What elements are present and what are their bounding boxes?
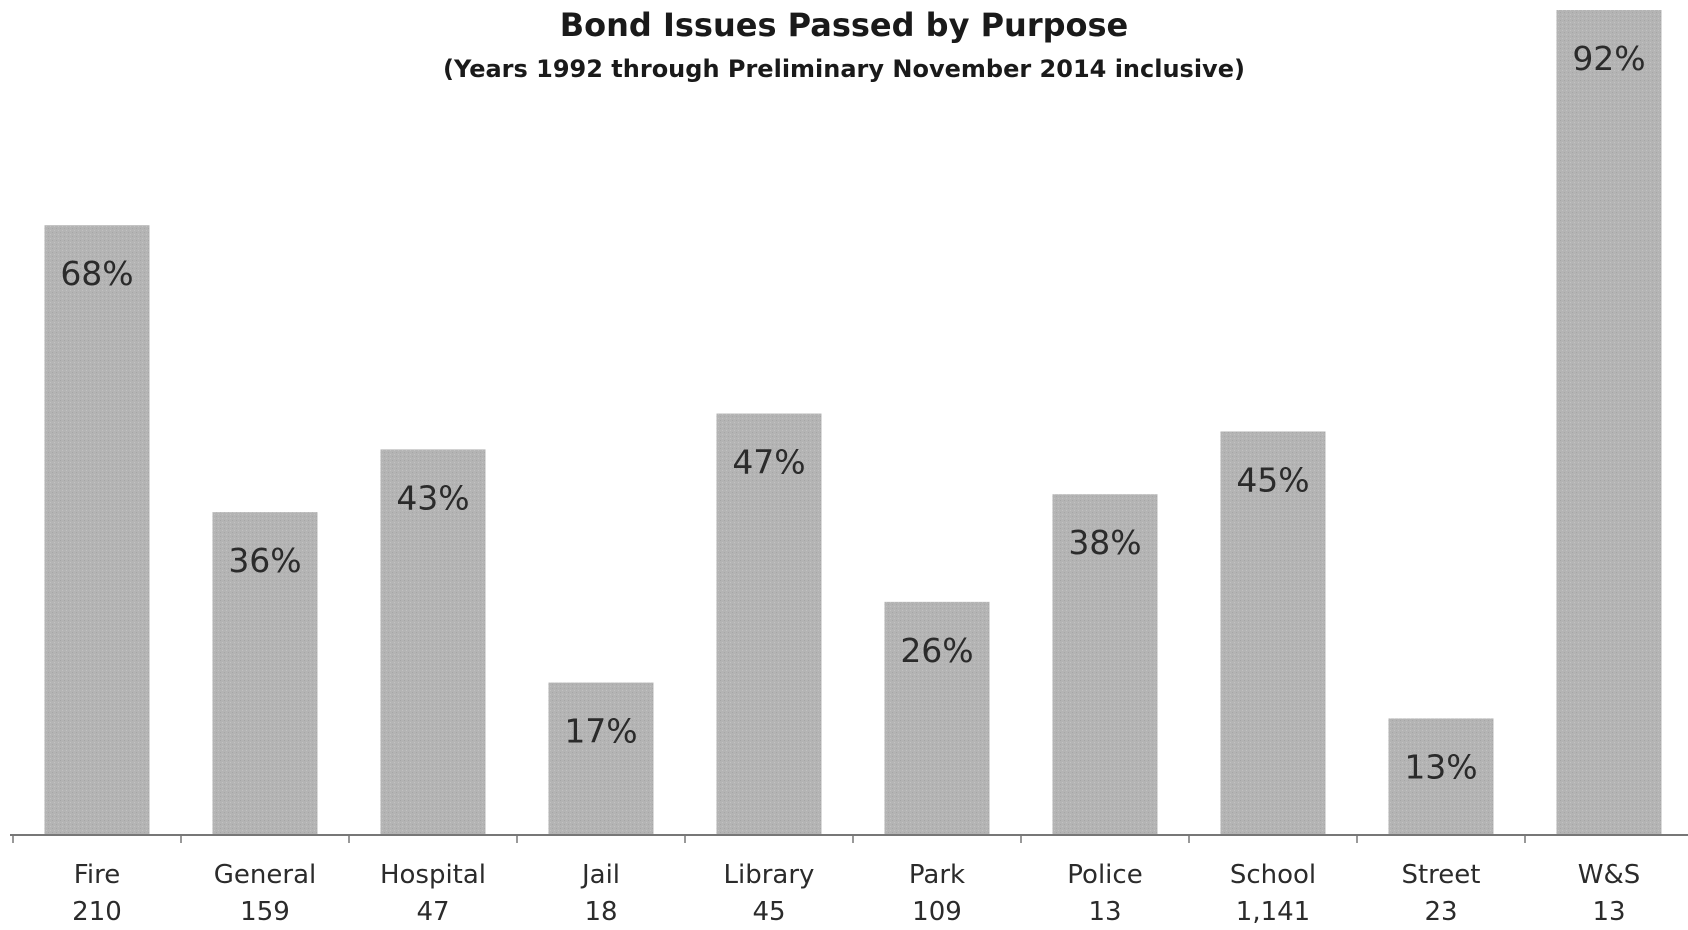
x-tick-category: Police bbox=[1067, 860, 1142, 890]
bar-w-s bbox=[1556, 10, 1662, 835]
bar-value-label: 68% bbox=[60, 254, 133, 293]
x-tick-category: General bbox=[214, 860, 316, 890]
x-tick-category: W&S bbox=[1578, 860, 1641, 890]
bar-value-label: 13% bbox=[1404, 747, 1477, 786]
bar-park bbox=[884, 601, 990, 835]
bar-value-label: 38% bbox=[1068, 523, 1141, 562]
x-tick-count: 210 bbox=[72, 897, 122, 927]
bar-school bbox=[1220, 431, 1326, 835]
x-tick-category: Hospital bbox=[380, 860, 486, 890]
bar-hospital bbox=[380, 449, 486, 835]
chart-subtitle: (Years 1992 through Preliminary November… bbox=[443, 55, 1245, 83]
x-tick-labels: Fire 210 General 159 Hospital 47 Jail 18 Library… bbox=[72, 860, 1640, 927]
x-tick-count: 13 bbox=[1592, 897, 1625, 927]
bar-value-label: 26% bbox=[900, 631, 973, 670]
bar-value-label: 17% bbox=[564, 712, 637, 751]
x-tick-count: 23 bbox=[1424, 897, 1457, 927]
bar-jail bbox=[548, 682, 654, 835]
x-tick-category: Library bbox=[724, 860, 815, 890]
bar-general bbox=[212, 512, 318, 835]
x-tick-count: 13 bbox=[1088, 897, 1121, 927]
bar-value-label: 45% bbox=[1236, 460, 1309, 499]
x-tick-category: Fire bbox=[74, 860, 120, 890]
x-tick-count: 47 bbox=[416, 897, 449, 927]
bar-street bbox=[1388, 718, 1494, 835]
bar-library bbox=[716, 413, 822, 835]
chart-title: Bond Issues Passed by Purpose bbox=[560, 6, 1128, 44]
x-axis bbox=[10, 834, 1688, 843]
x-tick-category: Park bbox=[909, 860, 965, 890]
bar-value-label: 36% bbox=[228, 541, 301, 580]
x-tick-count: 109 bbox=[912, 897, 962, 927]
x-tick-category: Street bbox=[1401, 860, 1480, 890]
bar-value-label: 47% bbox=[732, 443, 805, 482]
x-tick-count: 45 bbox=[752, 897, 785, 927]
bar-police bbox=[1052, 494, 1158, 835]
x-tick-category: Jail bbox=[580, 860, 620, 890]
bar-value-label: 92% bbox=[1572, 39, 1645, 78]
bars-group: 68% 36% 43% 17% 47% 26% 38% 45% 13% 92% bbox=[44, 10, 1662, 835]
bar-value-label: 43% bbox=[396, 478, 469, 517]
x-tick-count: 159 bbox=[240, 897, 290, 927]
x-tick-count: 1,141 bbox=[1236, 897, 1310, 927]
x-tick-count: 18 bbox=[584, 897, 617, 927]
bar-fire bbox=[44, 225, 150, 835]
x-tick-category: School bbox=[1230, 860, 1316, 890]
